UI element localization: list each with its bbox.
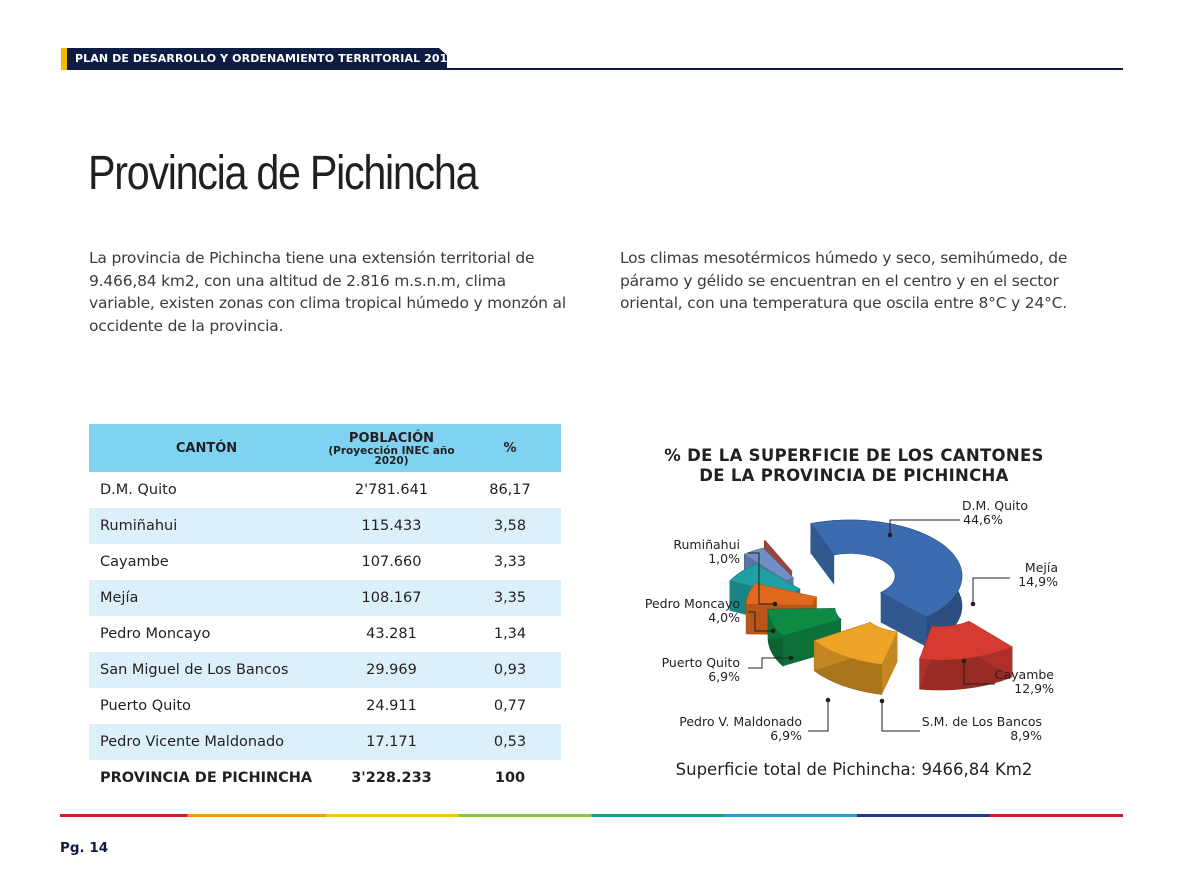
header-canton: CANTÓN xyxy=(89,424,324,472)
climate-paragraph: Los climas mesotérmicos húmedo y seco, s… xyxy=(620,249,1068,312)
header-poblacion-label: POBLACIÓN xyxy=(348,430,435,446)
slice-label-maldonado: Pedro V. Maldonado xyxy=(679,714,802,729)
cell-canton: Mejía xyxy=(89,580,324,616)
total-label: PROVINCIA DE PICHINCHA xyxy=(100,770,313,786)
header-poblacion: POBLACIÓN (Proyección INEC año 2020) xyxy=(324,424,459,472)
slice-label-moncayo: Pedro Moncayo xyxy=(645,596,740,611)
pie-slice-bancos xyxy=(767,608,842,667)
table-row: D.M. Quito 2'781.641 86,17 xyxy=(89,472,561,508)
cell-poblacion: 43.281 xyxy=(366,626,417,642)
cell-pct: 1,34 xyxy=(493,626,527,642)
slice-value-ruminahui: 1,0% xyxy=(708,551,740,566)
table-row: Puerto Quito 24.911 0,77 xyxy=(89,688,561,724)
page-title: Provincia de Pichincha xyxy=(88,147,479,200)
slice-value-mejia: 14,9% xyxy=(1018,574,1058,589)
cell-canton: San Miguel de Los Bancos xyxy=(89,652,324,688)
leader-line-bancos xyxy=(881,701,920,732)
header-poblacion-sub: (Proyección INEC año 2020) xyxy=(328,444,455,467)
slice-value-puertoquito: 6,9% xyxy=(708,669,740,684)
leader-line-mejia xyxy=(972,577,1010,604)
header-text: PLAN DE DESARROLLO Y ORDENAMIENTO TERRIT… xyxy=(75,52,491,65)
slice-label-bancos: S.M. de Los Bancos xyxy=(922,714,1042,729)
header-pct: % xyxy=(459,424,561,472)
cell-canton: Pedro Vicente Maldonado xyxy=(89,724,324,760)
leader-line-maldonado xyxy=(808,700,829,732)
leader-dot-ruminahui xyxy=(772,601,778,607)
pie-slice-cayambe xyxy=(813,621,898,695)
slice-label-ruminahui: Rumiñahui xyxy=(673,537,740,552)
header-band xyxy=(67,48,447,70)
leader-dot-quito xyxy=(887,532,893,538)
pie-slice-mejia xyxy=(919,620,1013,691)
cell-poblacion: 17.171 xyxy=(324,724,459,760)
table-total-row: PROVINCIA DE PICHINCHA 3'228.233 100 xyxy=(89,760,561,796)
cell-poblacion: 108.167 xyxy=(324,580,459,616)
cell-poblacion: 24.911 xyxy=(366,698,417,714)
slice-label-cayambe: Cayambe xyxy=(995,667,1055,682)
footer-color-rule xyxy=(60,814,1123,817)
leader-dot-puertoquito xyxy=(788,655,794,661)
total-pct: 100 xyxy=(494,770,526,786)
cell-pct: 3,58 xyxy=(459,508,561,544)
table-row: Cayambe 107.660 3,33 xyxy=(89,544,561,580)
leader-dot-moncayo xyxy=(770,628,776,634)
cell-canton: Puerto Quito xyxy=(100,698,191,714)
slice-value-quito: 44,6% xyxy=(963,512,1003,527)
leader-line-moncayo xyxy=(748,611,773,632)
cell-poblacion: 2'781.641 xyxy=(354,482,429,498)
cell-pct: 3,33 xyxy=(493,554,527,570)
cell-poblacion: 107.660 xyxy=(361,554,422,570)
leader-dot-bancos xyxy=(879,698,885,704)
slice-value-cayambe: 12,9% xyxy=(1014,681,1054,696)
cell-pct: 3,35 xyxy=(459,580,561,616)
slice-value-maldonado: 6,9% xyxy=(770,728,802,743)
chart-title-line1: % DE LA SUPERFICIE DE LOS CANTONES xyxy=(664,446,1044,465)
cell-pct: 0,93 xyxy=(459,652,561,688)
total-poblacion: 3'228.233 xyxy=(351,770,432,786)
table-row: Pedro Vicente Maldonado 17.171 0,53 xyxy=(89,724,561,760)
population-table: CANTÓN POBLACIÓN (Proyección INEC año 20… xyxy=(89,424,561,796)
slice-label-puertoquito: Puerto Quito xyxy=(662,655,740,670)
leader-dot-maldonado xyxy=(825,697,831,703)
cell-poblacion: 29.969 xyxy=(324,652,459,688)
leader-line-quito xyxy=(889,519,960,535)
slice-label-quito: D.M. Quito xyxy=(962,498,1028,513)
cell-poblacion: 115.433 xyxy=(324,508,459,544)
cell-canton: Rumiñahui xyxy=(89,508,324,544)
leader-dot-mejia xyxy=(970,601,976,607)
table-row: Rumiñahui 115.433 3,58 xyxy=(89,508,561,544)
cell-canton: Pedro Moncayo xyxy=(100,626,211,642)
cell-pct: 86,17 xyxy=(489,482,531,498)
table-row: San Miguel de Los Bancos 29.969 0,93 xyxy=(89,652,561,688)
table-header-row: CANTÓN POBLACIÓN (Proyección INEC año 20… xyxy=(89,424,561,472)
cell-pct: 0,77 xyxy=(493,698,527,714)
slice-label-mejia: Mejía xyxy=(1025,560,1058,575)
header-accent xyxy=(61,48,67,70)
chart-title: % DE LA SUPERFICIE DE LOS CANTONES DE LA… xyxy=(650,446,1058,486)
cell-canton: Cayambe xyxy=(100,554,169,570)
leader-dot-cayambe xyxy=(961,658,967,664)
pie-slice-quito xyxy=(810,519,963,648)
chart-total-surface: Superficie total de Pichincha: 9466,84 K… xyxy=(675,760,1033,779)
header-rule xyxy=(447,68,1123,70)
page-number: Pg. 14 xyxy=(60,840,109,856)
leader-line-cayambe xyxy=(963,661,995,685)
table-row: Mejía 108.167 3,35 xyxy=(89,580,561,616)
table-row: Pedro Moncayo 43.281 1,34 xyxy=(89,616,561,652)
intro-paragraph: La provincia de Pichincha tiene una exte… xyxy=(89,249,566,335)
slice-value-bancos: 8,9% xyxy=(1010,728,1042,743)
cell-pct: 0,53 xyxy=(459,724,561,760)
chart-title-line2: DE LA PROVINCIA DE PICHINCHA xyxy=(699,466,1009,485)
slice-value-moncayo: 4,0% xyxy=(708,610,740,625)
leader-line-ruminahui xyxy=(748,552,775,605)
cell-canton: D.M. Quito xyxy=(100,482,177,498)
leader-line-puertoquito xyxy=(748,657,791,669)
